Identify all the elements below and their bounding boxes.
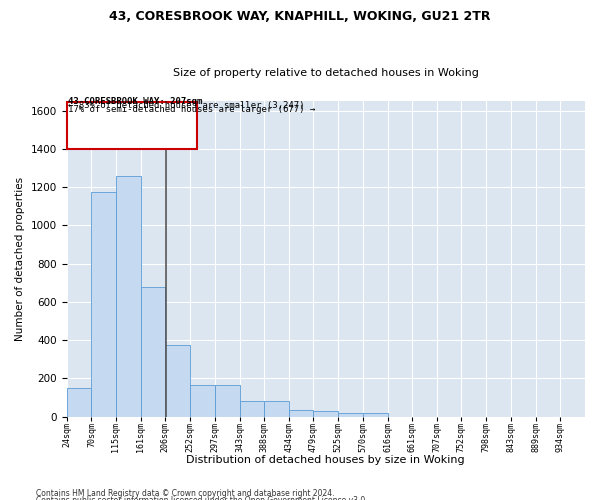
Text: 43, CORESBROOK WAY, KNAPHILL, WOKING, GU21 2TR: 43, CORESBROOK WAY, KNAPHILL, WOKING, GU… — [109, 10, 491, 23]
Bar — [239, 402, 264, 416]
Text: ← 83% of detached houses are smaller (3,247): ← 83% of detached houses are smaller (3,… — [68, 102, 305, 110]
Bar — [91, 192, 116, 416]
Bar — [313, 411, 338, 416]
Bar — [141, 286, 165, 416]
Y-axis label: Number of detached properties: Number of detached properties — [15, 177, 25, 341]
Bar — [67, 388, 91, 416]
Bar — [362, 413, 388, 416]
Bar — [264, 402, 289, 416]
Bar — [190, 385, 215, 416]
Bar — [116, 176, 141, 416]
Text: Contains public sector information licensed under the Open Government Licence v3: Contains public sector information licen… — [36, 496, 368, 500]
FancyBboxPatch shape — [67, 102, 197, 149]
Title: Size of property relative to detached houses in Woking: Size of property relative to detached ho… — [173, 68, 479, 78]
Bar — [215, 385, 239, 416]
X-axis label: Distribution of detached houses by size in Woking: Distribution of detached houses by size … — [187, 455, 465, 465]
Bar — [165, 345, 190, 416]
Bar — [289, 410, 313, 416]
Text: 17% of semi-detached houses are larger (677) →: 17% of semi-detached houses are larger (… — [68, 105, 316, 114]
Text: Contains HM Land Registry data © Crown copyright and database right 2024.: Contains HM Land Registry data © Crown c… — [36, 488, 335, 498]
Text: 43 CORESBROOK WAY: 207sqm: 43 CORESBROOK WAY: 207sqm — [68, 97, 203, 106]
Bar — [338, 413, 362, 416]
